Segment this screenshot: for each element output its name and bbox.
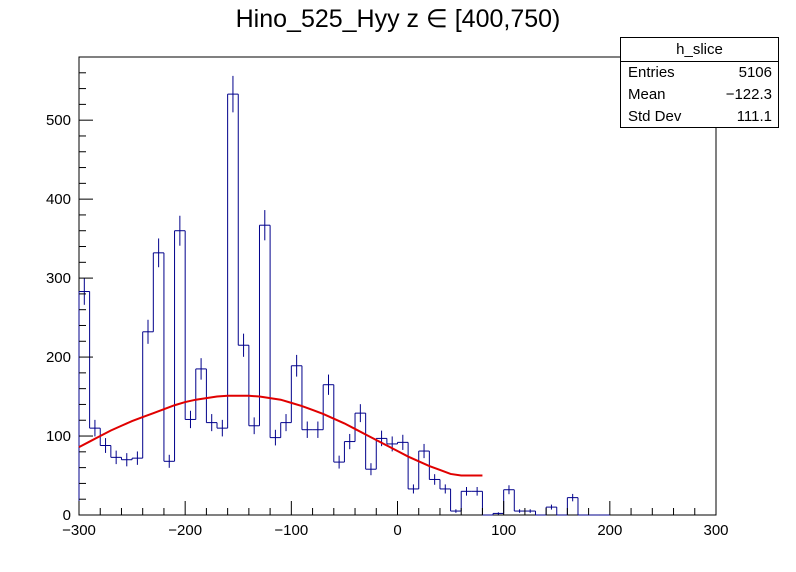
- x-tick-label: −100: [274, 522, 308, 539]
- y-tick-label: 0: [63, 507, 71, 524]
- y-tick-label: 200: [46, 349, 71, 366]
- x-tick-label: 0: [393, 522, 401, 539]
- stats-label-entries: Entries: [628, 64, 675, 81]
- stats-box: h_slice Entries 5106 Mean −122.3 Std Dev…: [620, 37, 779, 128]
- fit-curve: [78, 394, 483, 477]
- x-tick-label: −200: [168, 522, 202, 539]
- histogram-bars: [78, 75, 610, 516]
- stats-label-stddev: Std Dev: [628, 108, 682, 125]
- y-tick-label: 300: [46, 270, 71, 287]
- y-tick-label: 500: [46, 112, 71, 129]
- chart-title: Hino_525_Hyy z ∈ [400,750): [235, 5, 561, 33]
- x-tick-label: −300: [62, 522, 96, 539]
- stats-row-entries: Entries 5106: [621, 62, 778, 84]
- x-tick-label: 300: [703, 522, 728, 539]
- stats-value-stddev: 111.1: [736, 108, 772, 125]
- stats-name: h_slice: [621, 38, 778, 62]
- stats-value-mean: −122.3: [725, 86, 772, 103]
- stats-row-stddev: Std Dev 111.1: [621, 106, 778, 128]
- x-tick-label: 100: [491, 522, 516, 539]
- stats-label-mean: Mean: [628, 86, 666, 103]
- stats-value-entries: 5106: [738, 64, 772, 81]
- y-tick-label: 100: [46, 428, 71, 445]
- x-tick-label: 200: [597, 522, 622, 539]
- y-tick-label: 400: [46, 191, 71, 208]
- gaussian-fit-line: [78, 394, 483, 477]
- axes: −300 −200 −100 0 100 200 300 0 100 200 300 400 500: [46, 56, 729, 539]
- stats-row-mean: Mean −122.3: [621, 84, 778, 106]
